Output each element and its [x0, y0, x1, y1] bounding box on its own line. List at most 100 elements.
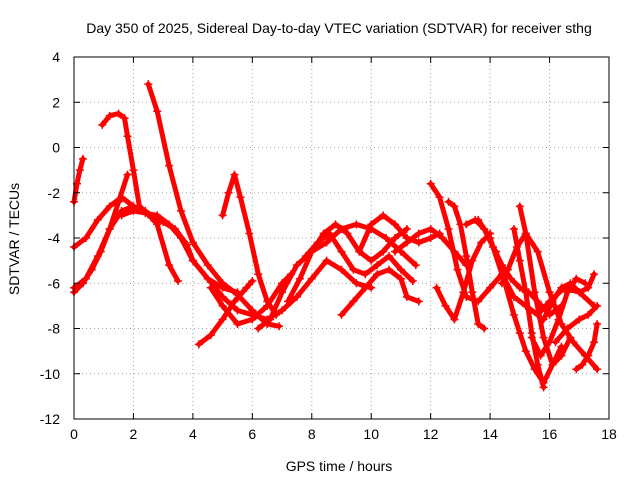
- data-point-marker: [509, 310, 518, 319]
- data-point-marker: [533, 247, 542, 256]
- data-point-marker: [343, 229, 352, 238]
- data-point-marker: [581, 279, 590, 288]
- data-point-marker: [557, 351, 566, 360]
- series-line: [220, 172, 279, 318]
- data-point-marker: [385, 265, 394, 274]
- data-point-marker: [129, 166, 138, 175]
- data-point-marker: [385, 252, 394, 261]
- data-point-marker: [444, 197, 453, 206]
- x-tick-label: 16: [542, 426, 558, 442]
- data-point-marker: [349, 297, 358, 306]
- data-point-marker: [245, 229, 254, 238]
- x-tick-label: 14: [482, 426, 498, 442]
- data-point-marker: [123, 170, 132, 179]
- data-point-marker: [444, 224, 453, 233]
- data-point-marker: [391, 234, 399, 242]
- data-point-marker: [554, 315, 563, 324]
- data-point-marker: [396, 274, 405, 283]
- series-line: [119, 208, 240, 295]
- data-point-marker: [459, 288, 468, 297]
- data-point-marker: [218, 211, 227, 220]
- data-point-marker: [230, 297, 239, 306]
- data-point-marker: [426, 234, 435, 242]
- data-point-marker: [355, 247, 364, 256]
- data-point-marker: [123, 132, 132, 141]
- data-point-marker: [284, 297, 292, 306]
- data-point-marker: [402, 292, 411, 301]
- x-axis-label: GPS time / hours: [286, 458, 393, 474]
- series-line: [71, 194, 136, 250]
- data-point-marker: [468, 256, 477, 265]
- data-point-marker: [584, 310, 593, 319]
- y-tick-label: -10: [40, 366, 60, 382]
- data-point-marker: [367, 220, 376, 229]
- data-point-marker: [563, 288, 572, 297]
- data-point-marker: [527, 333, 536, 342]
- data-point-marker: [539, 383, 548, 392]
- data-point-marker: [361, 270, 370, 279]
- series-line: [499, 231, 600, 372]
- data-point-marker: [78, 154, 87, 163]
- tick-labels: 0 2 4 6 8 10 12 14 16 18 -12 -10 -8 -6 -4 -2 0 2 4: [40, 49, 617, 442]
- data-point-marker: [165, 220, 174, 229]
- data-point-marker: [474, 215, 483, 224]
- data-point-marker: [572, 365, 581, 374]
- data-point-marker: [105, 202, 114, 211]
- data-point-marker: [435, 193, 444, 202]
- series-track-10: [206, 270, 295, 328]
- data-point-marker: [515, 202, 524, 211]
- data-point-marker: [322, 256, 331, 265]
- data-point-marker: [242, 283, 251, 292]
- data-point-marker: [563, 324, 572, 333]
- data-point-marker: [462, 252, 471, 261]
- series-line: [511, 226, 547, 390]
- data-point-marker: [492, 247, 501, 256]
- data-point-marker: [396, 265, 405, 274]
- data-point-marker: [337, 310, 346, 319]
- data-point-marker: [114, 109, 123, 118]
- data-point-marker: [402, 224, 411, 233]
- data-point-marker: [120, 114, 129, 123]
- data-point-marker: [414, 229, 423, 238]
- x-tick-label: 10: [363, 426, 379, 442]
- series-track-14: [301, 229, 417, 285]
- data-point-marker: [578, 360, 587, 369]
- data-point-marker: [295, 274, 304, 283]
- data-point-marker: [248, 310, 257, 319]
- data-point-marker: [105, 224, 114, 233]
- data-point-marker: [177, 206, 185, 215]
- data-point-marker: [426, 224, 435, 233]
- data-point-marker: [515, 329, 524, 338]
- data-point-marker: [144, 80, 153, 89]
- data-point-marker: [93, 252, 102, 261]
- data-point-marker: [545, 288, 554, 297]
- data-point-marker: [278, 288, 287, 297]
- series-line: [255, 221, 419, 331]
- data-point-marker: [188, 256, 197, 265]
- series-track-24: [509, 224, 548, 392]
- y-tick-label: -6: [48, 275, 61, 291]
- data-point-marker: [521, 229, 530, 238]
- data-point-marker: [352, 279, 361, 288]
- data-point-marker: [177, 234, 185, 242]
- x-tick-label: 18: [601, 426, 617, 442]
- data-point-marker: [165, 161, 174, 170]
- series-line: [71, 203, 181, 291]
- series-track-15: [337, 265, 423, 319]
- data-point-marker: [254, 324, 263, 333]
- data-point-marker: [515, 256, 524, 265]
- data-point-marker: [402, 238, 411, 247]
- data-point-marker: [254, 270, 263, 279]
- data-point-marker: [165, 261, 174, 270]
- data-point-marker: [593, 319, 602, 328]
- data-point-marker: [337, 265, 346, 274]
- axis-ticks: [73, 56, 610, 420]
- data-point-marker: [292, 292, 301, 301]
- data-point-marker: [575, 288, 584, 297]
- data-point-marker: [468, 288, 477, 297]
- data-point-marker: [512, 243, 521, 252]
- data-point-marker: [548, 360, 557, 369]
- data-point-marker: [450, 202, 459, 211]
- y-tick-label: -4: [48, 230, 61, 246]
